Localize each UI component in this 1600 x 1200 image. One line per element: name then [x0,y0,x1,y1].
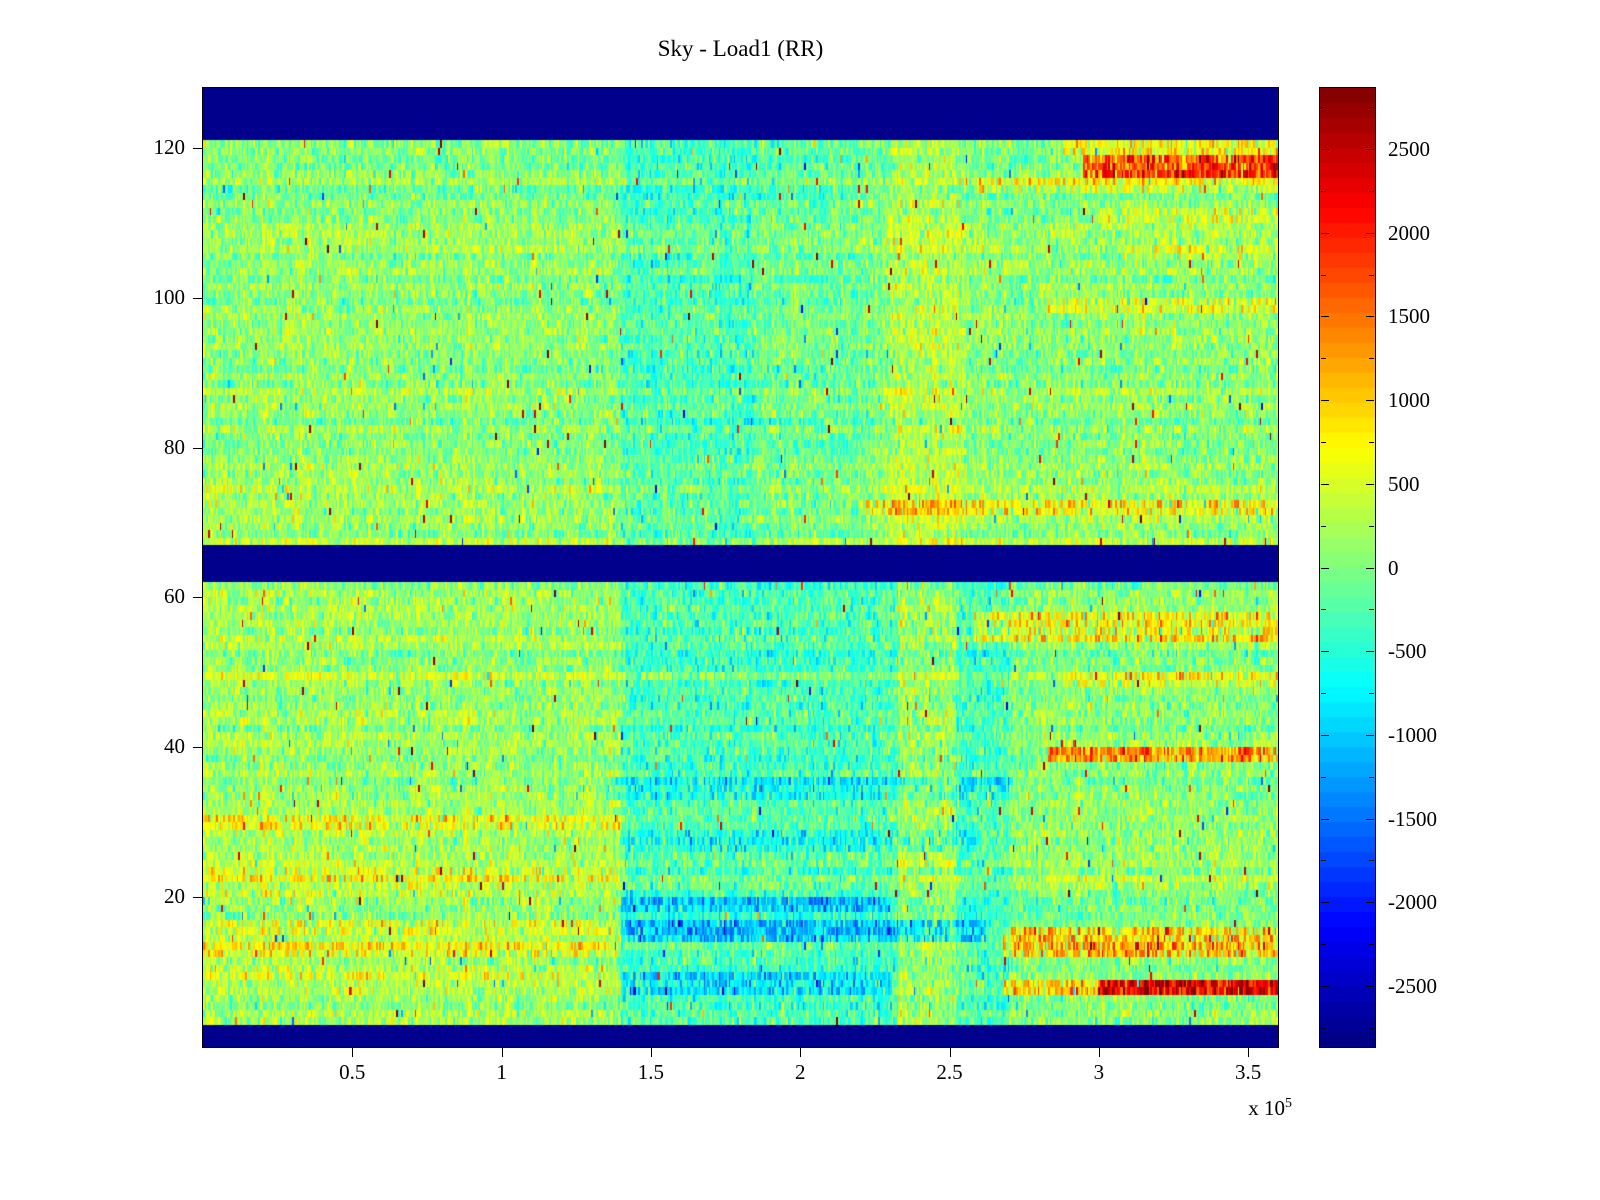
y-tick-label: 60 [164,584,185,609]
colorbar-minor-tick-mark [1321,693,1326,695]
colorbar-tick-mark [1366,232,1374,234]
colorbar-minor-tick-mark [1369,1027,1374,1029]
colorbar-tick-label: -2500 [1388,973,1437,998]
colorbar-tick-mark [1366,483,1374,485]
chart-title: Sky - Load1 (RR) [657,36,824,61]
colorbar-tick-label: -1000 [1388,722,1437,747]
colorbar-minor-tick-mark [1369,609,1374,611]
y-tick-label: 120 [153,134,186,159]
y-tick-mark [193,447,202,449]
colorbar-minor-tick-mark [1369,944,1374,946]
colorbar-tick-mark [1321,985,1329,987]
colorbar-tick-mark [1321,483,1329,485]
colorbar-tick-label: 500 [1388,471,1420,496]
x-tick-mark [1098,1048,1100,1057]
colorbar-minor-tick-mark [1369,525,1374,527]
colorbar-tick-mark [1366,567,1374,569]
colorbar-minor-tick-mark [1321,190,1326,192]
colorbar-tick-label: 2000 [1388,220,1430,245]
y-tick-mark [193,597,202,599]
colorbar-minor-tick-mark [1321,358,1326,360]
colorbar-minor-tick-mark [1369,190,1374,192]
colorbar-tick-label: 2500 [1388,137,1430,162]
x-tick-mark [949,1048,951,1057]
colorbar-tick-label: -1500 [1388,806,1437,831]
colorbar-tick-mark [1321,316,1329,318]
colorbar-tick-mark [1321,651,1329,653]
colorbar-tick-mark [1321,818,1329,820]
colorbar-minor-tick-mark [1321,525,1326,527]
colorbar-tick-label: -2000 [1388,890,1437,915]
colorbar-minor-tick-mark [1321,860,1326,862]
colorbar-tick-mark [1366,734,1374,736]
colorbar-minor-tick-mark [1369,441,1374,443]
y-tick-label: 80 [164,434,185,459]
colorbar-tick-mark [1321,902,1329,904]
colorbar-minor-tick-mark [1321,1027,1326,1029]
colorbar-minor-tick-mark [1369,860,1374,862]
colorbar-minor-tick-mark [1321,441,1326,443]
colorbar-tick-label: -500 [1388,639,1427,664]
x-tick-label: 2.5 [936,1060,963,1084]
x-tick-mark [800,1048,802,1057]
x-tick-label: 3.5 [1235,1060,1262,1084]
y-tick-mark [193,147,202,149]
colorbar-tick-mark [1321,149,1329,151]
x-tick-mark [1248,1048,1250,1057]
colorbar-tick-mark [1366,818,1374,820]
x-tick-label: 0.5 [339,1060,366,1084]
colorbar-minor-tick-mark [1321,944,1326,946]
colorbar-minor-tick-mark [1321,609,1326,611]
heatmap-canvas [203,88,1278,1047]
x-tick-label: 1 [496,1060,507,1084]
x-tick-mark [650,1048,652,1057]
colorbar-minor-tick-mark [1369,693,1374,695]
colorbar-minor-tick-mark [1369,274,1374,276]
colorbar-tick-label: 0 [1388,555,1399,580]
colorbar-canvas [1320,88,1375,1047]
y-tick-mark [193,297,202,299]
x-scale-prefix: x 10 [1248,1096,1285,1120]
y-tick-mark [193,897,202,899]
colorbar-tick-mark [1366,651,1374,653]
x-scale-exponent: 5 [1285,1096,1292,1111]
colorbar-minor-tick-mark [1321,776,1326,778]
colorbar-minor-tick-mark [1369,776,1374,778]
x-axis-scale-label: x 105 [1140,1096,1292,1121]
colorbar-tick-mark [1366,316,1374,318]
colorbar-tick-mark [1366,985,1374,987]
colorbar-tick-label: 1500 [1388,304,1430,329]
colorbar-tick-mark [1366,902,1374,904]
colorbar-tick-mark [1321,567,1329,569]
colorbar-minor-tick-mark [1369,107,1374,109]
colorbar-tick-mark [1321,232,1329,234]
colorbar-tick-mark [1321,400,1329,402]
colorbar-minor-tick-mark [1369,358,1374,360]
colorbar-tick-mark [1366,149,1374,151]
x-tick-label: 3 [1093,1060,1105,1084]
colorbar-minor-tick-mark [1321,274,1326,276]
colorbar-tick-mark [1321,734,1329,736]
colorbar-minor-tick-mark [1321,107,1326,109]
y-tick-label: 100 [153,284,186,309]
y-tick-mark [193,747,202,749]
x-tick-label: 1.5 [637,1060,665,1084]
colorbar-tick-label: 1000 [1388,388,1430,413]
x-tick-mark [352,1048,354,1057]
y-tick-label: 40 [164,734,185,759]
x-tick-label: 2 [794,1060,806,1084]
x-tick-mark [501,1048,503,1057]
colorbar-tick-mark [1366,400,1374,402]
y-tick-label: 20 [164,884,185,909]
